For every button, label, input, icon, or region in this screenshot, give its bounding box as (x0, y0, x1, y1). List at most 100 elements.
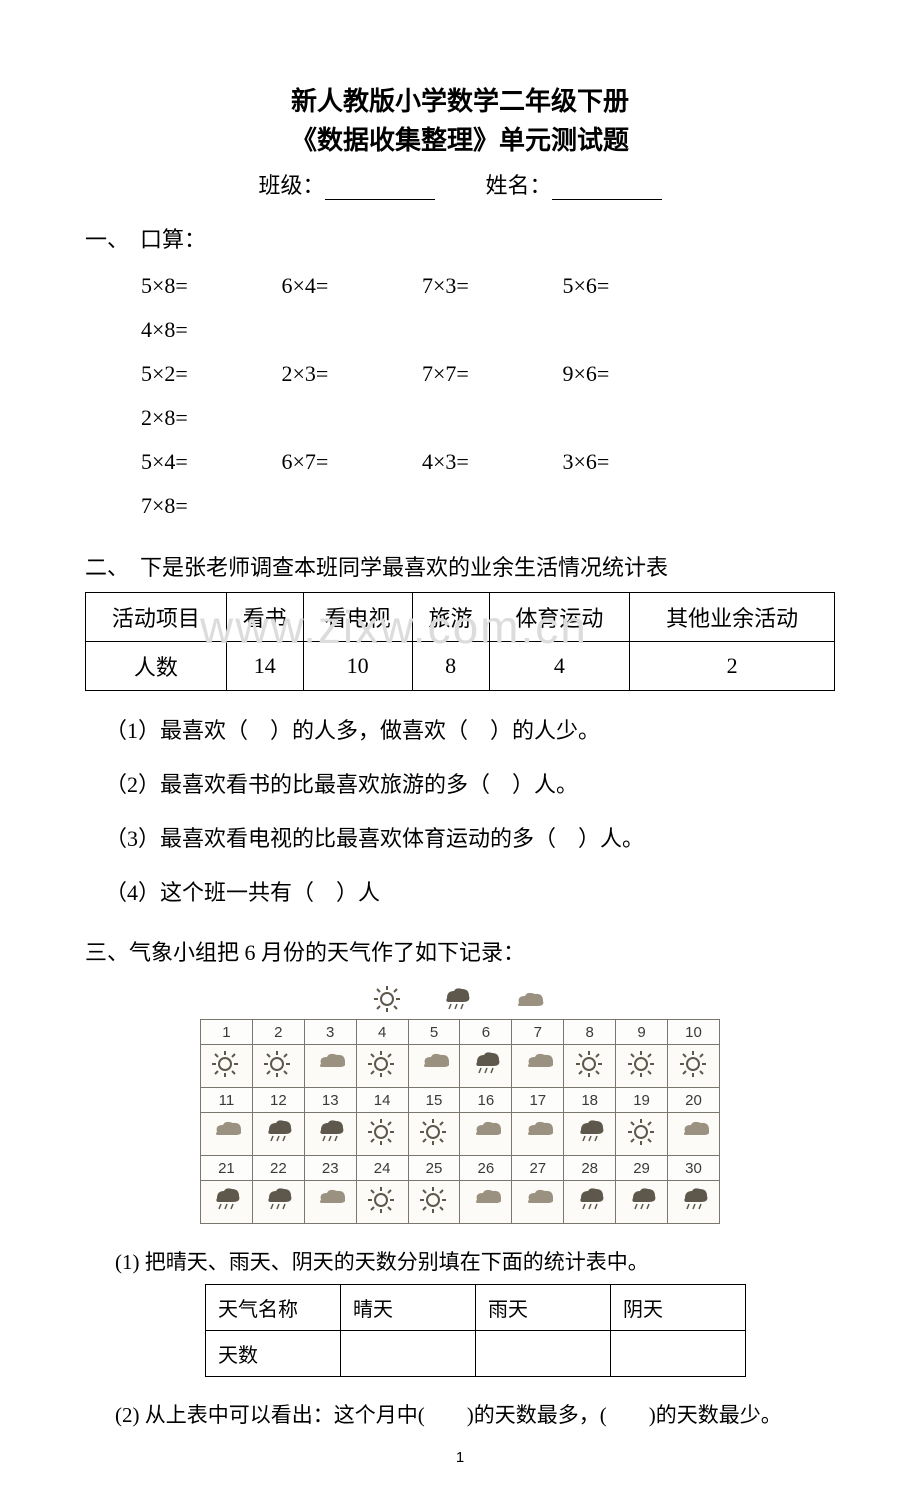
name-blank[interactable] (552, 181, 662, 200)
weather-calendar-wrap: 1234567891011121314151617181920212223242… (200, 985, 720, 1224)
weather-legend (200, 985, 720, 1013)
cloud-icon (471, 1118, 501, 1146)
calendar-day-icon (668, 1045, 720, 1088)
calendar-icon-row (201, 1181, 720, 1224)
calendar-day-icon (460, 1113, 512, 1156)
q2-3: （3）最喜欢看电视的比最喜欢体育运动的多（ ）人。 (105, 821, 835, 853)
table-row: 天数 (206, 1331, 746, 1377)
calendar-day-icon (201, 1113, 253, 1156)
calendar-day-number: 2 (252, 1020, 304, 1045)
calendar-day-icon (252, 1045, 304, 1088)
answer-table: 天气名称 晴天 雨天 阴天 天数 (205, 1284, 746, 1377)
calendar-day-icon (304, 1181, 356, 1224)
answer-table-wrap: 天气名称 晴天 雨天 阴天 天数 (205, 1284, 835, 1377)
calc-cell: 2×3= (282, 352, 417, 396)
rain-icon (575, 1118, 605, 1146)
calendar-day-number: 30 (668, 1156, 720, 1181)
table-cell[interactable] (476, 1331, 611, 1377)
class-blank[interactable] (325, 181, 435, 200)
cloud-icon (315, 1050, 345, 1078)
calendar-day-icon (304, 1113, 356, 1156)
calendar-day-icon (201, 1181, 253, 1224)
rain-icon (471, 1050, 501, 1078)
sun-icon (367, 1050, 397, 1078)
table-cell: 14 (226, 642, 303, 691)
sun-icon (627, 1118, 657, 1146)
calc-cell: 5×6= (563, 264, 698, 308)
calendar-day-icon (408, 1113, 460, 1156)
table-cell: 看书 (226, 593, 303, 642)
calendar-day-icon (512, 1181, 564, 1224)
calendar-day-number: 6 (460, 1020, 512, 1045)
section2-heading: 二、 下是张老师调查本班同学最喜欢的业余生活情况统计表 (85, 550, 835, 582)
calendar-day-icon (564, 1181, 616, 1224)
calendar-day-icon (512, 1045, 564, 1088)
calendar-day-icon (356, 1181, 408, 1224)
table-cell: 8 (412, 642, 489, 691)
calc-cell: 7×7= (422, 352, 557, 396)
calendar-day-icon (460, 1181, 512, 1224)
table-cell: 活动项目 (86, 593, 227, 642)
calendar-day-number: 4 (356, 1020, 408, 1045)
rain-icon (441, 986, 473, 1012)
sun-icon (627, 1050, 657, 1078)
calendar-day-number: 3 (304, 1020, 356, 1045)
calc-cell: 4×8= (141, 308, 276, 352)
calendar-day-number: 19 (616, 1088, 668, 1113)
table-cell: 天气名称 (206, 1285, 341, 1331)
calendar-icon-row (201, 1045, 720, 1088)
calendar-day-number: 15 (408, 1088, 460, 1113)
section3-heading: 三、气象小组把 6 月份的天气作了如下记录： (85, 935, 835, 967)
calc-cell: 9×6= (563, 352, 698, 396)
sun-icon (367, 1118, 397, 1146)
table-row: 人数 14 10 8 4 2 (86, 642, 835, 691)
table-cell[interactable] (611, 1331, 746, 1377)
calendar-day-number: 26 (460, 1156, 512, 1181)
calendar-day-number: 23 (304, 1156, 356, 1181)
calendar-day-icon (564, 1045, 616, 1088)
table-cell: 阴天 (611, 1285, 746, 1331)
sun-icon (419, 1186, 449, 1214)
calendar-day-icon (304, 1045, 356, 1088)
calc-cell: 6×4= (282, 264, 417, 308)
legend-cloud (513, 989, 547, 1009)
sun-icon (263, 1050, 293, 1078)
rain-icon (575, 1186, 605, 1214)
q2-2: （2）最喜欢看书的比最喜欢旅游的多（ ）人。 (105, 767, 835, 799)
calc-cell: 4×3= (422, 440, 557, 484)
calendar-day-number: 1 (201, 1020, 253, 1045)
calendar-day-icon (408, 1045, 460, 1088)
table-cell: 体育运动 (489, 593, 630, 642)
calendar-icon-row (201, 1113, 720, 1156)
calc-row: 5×8= 6×4= 7×3= 5×6= 4×8= (141, 264, 835, 352)
calendar-day-number: 28 (564, 1156, 616, 1181)
table-row: 天气名称 晴天 雨天 阴天 (206, 1285, 746, 1331)
table-cell[interactable] (341, 1331, 476, 1377)
calc-row: 5×4= 6×7= 4×3= 3×6= 7×8= (141, 440, 835, 528)
table-cell: 其他业余活动 (630, 593, 835, 642)
calendar-day-number: 18 (564, 1088, 616, 1113)
rain-icon (263, 1118, 293, 1146)
table-cell: 旅游 (412, 593, 489, 642)
rain-icon (263, 1186, 293, 1214)
table-cell: 晴天 (341, 1285, 476, 1331)
cloud-icon (513, 989, 547, 1009)
name-label: 姓名： (486, 173, 552, 198)
q3-2: (2) 从上表中可以看出：这个月中( )的天数最多，( )的天数最少。 (115, 1399, 835, 1429)
cloud-icon (523, 1186, 553, 1214)
sun-icon (373, 985, 401, 1013)
calendar-day-icon (616, 1181, 668, 1224)
calendar-day-icon (252, 1113, 304, 1156)
calc-cell: 2×8= (141, 396, 276, 440)
q2-1: （1）最喜欢（ ）的人多，做喜欢（ ）的人少。 (105, 713, 835, 745)
calendar-day-icon (408, 1181, 460, 1224)
title-line-2: 《数据收集整理》单元测试题 (85, 121, 835, 160)
calendar-day-icon (252, 1181, 304, 1224)
table-row: 活动项目 看书 看电视 旅游 体育运动 其他业余活动 (86, 593, 835, 642)
legend-rain (441, 986, 473, 1012)
calc-cell: 5×4= (141, 440, 276, 484)
calendar-day-number: 9 (616, 1020, 668, 1045)
calendar-day-icon (668, 1181, 720, 1224)
cloud-icon (315, 1186, 345, 1214)
sun-icon (679, 1050, 709, 1078)
